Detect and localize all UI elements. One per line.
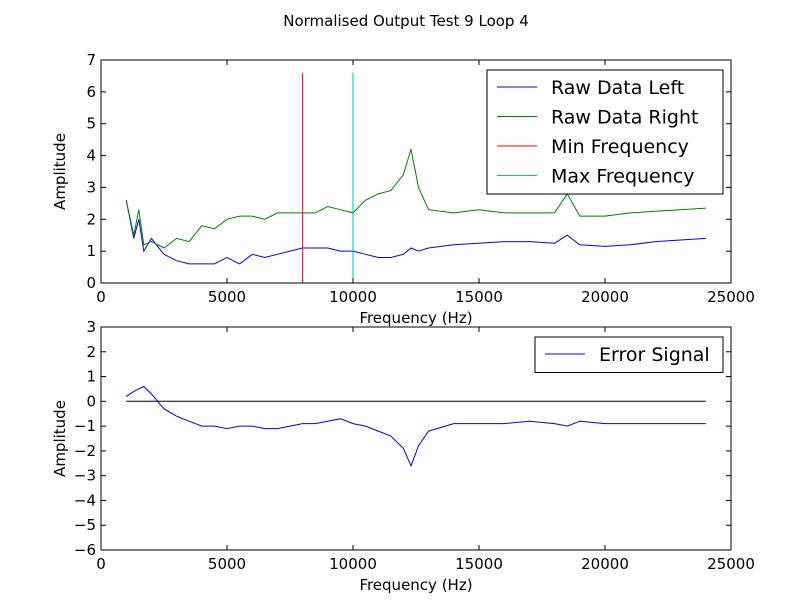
y-tick-label: −4 xyxy=(74,491,96,509)
x-tick-label: 15000 xyxy=(455,555,503,573)
x-tick-label: 25000 xyxy=(707,288,755,306)
x-tick-label: 15000 xyxy=(455,288,503,306)
figure-title: Normalised Output Test 9 Loop 4 xyxy=(283,12,529,30)
x-tick-label: 5000 xyxy=(208,555,246,573)
x-tick-label: 0 xyxy=(96,288,106,306)
y-tick-label: −5 xyxy=(74,516,96,534)
subplot-2: 0 5000 10000 15000 20000 25000 −6 −5 −4 −3 −2 −1 0 1 2… xyxy=(51,318,755,594)
y-tick-label: 5 xyxy=(86,115,96,133)
x-tick-label: 5000 xyxy=(208,288,246,306)
series-raw-data-left xyxy=(125,200,706,265)
y-axis-label: Amplitude xyxy=(51,400,69,477)
y-tick-label: 3 xyxy=(86,178,96,196)
y-tick-label: 4 xyxy=(86,147,96,165)
y-tick-label: −2 xyxy=(74,442,96,460)
y-tick-label: 3 xyxy=(86,318,96,336)
x-tick-label: 25000 xyxy=(707,555,755,573)
legend-label: Max Frequency xyxy=(551,166,694,188)
y-tick-label: −6 xyxy=(74,541,96,559)
y-tick-label: 2 xyxy=(86,210,96,228)
y-axis-label: Amplitude xyxy=(51,133,69,210)
y-tick-label: −1 xyxy=(74,417,96,435)
legend-label: Error Signal xyxy=(599,344,710,366)
legend-label: Raw Data Left xyxy=(551,77,684,99)
series-raw-data-right xyxy=(125,149,706,249)
x-tick-label: 20000 xyxy=(581,288,629,306)
y-tick-label: 6 xyxy=(86,83,96,101)
legend-box xyxy=(534,336,724,373)
x-tick-label: 20000 xyxy=(581,555,629,573)
y-tick-label: 7 xyxy=(86,51,96,69)
axes-frame xyxy=(100,59,732,284)
y-tick-label: 1 xyxy=(86,368,96,386)
subplot-1: 0 5000 10000 15000 20000 25000 0 1 2 3 4 5 6 7 Frequen… xyxy=(51,51,755,327)
series-error-signal xyxy=(125,385,706,468)
legend-label: Raw Data Right xyxy=(551,107,698,129)
y-tick-label: 0 xyxy=(86,274,96,292)
x-axis-label: Frequency (Hz) xyxy=(359,576,472,594)
x-tick-label: 10000 xyxy=(329,555,377,573)
legend-box xyxy=(486,69,724,195)
x-tick-label: 10000 xyxy=(329,288,377,306)
y-tick-label: −3 xyxy=(74,467,96,485)
axes-frame xyxy=(100,326,732,551)
x-tick-label: 0 xyxy=(96,555,106,573)
y-tick-label: 0 xyxy=(86,392,96,410)
x-axis-label: Frequency (Hz) xyxy=(359,309,472,327)
y-tick-label: 1 xyxy=(86,242,96,260)
legend-label: Min Frequency xyxy=(551,136,689,158)
y-tick-label: 2 xyxy=(86,343,96,361)
